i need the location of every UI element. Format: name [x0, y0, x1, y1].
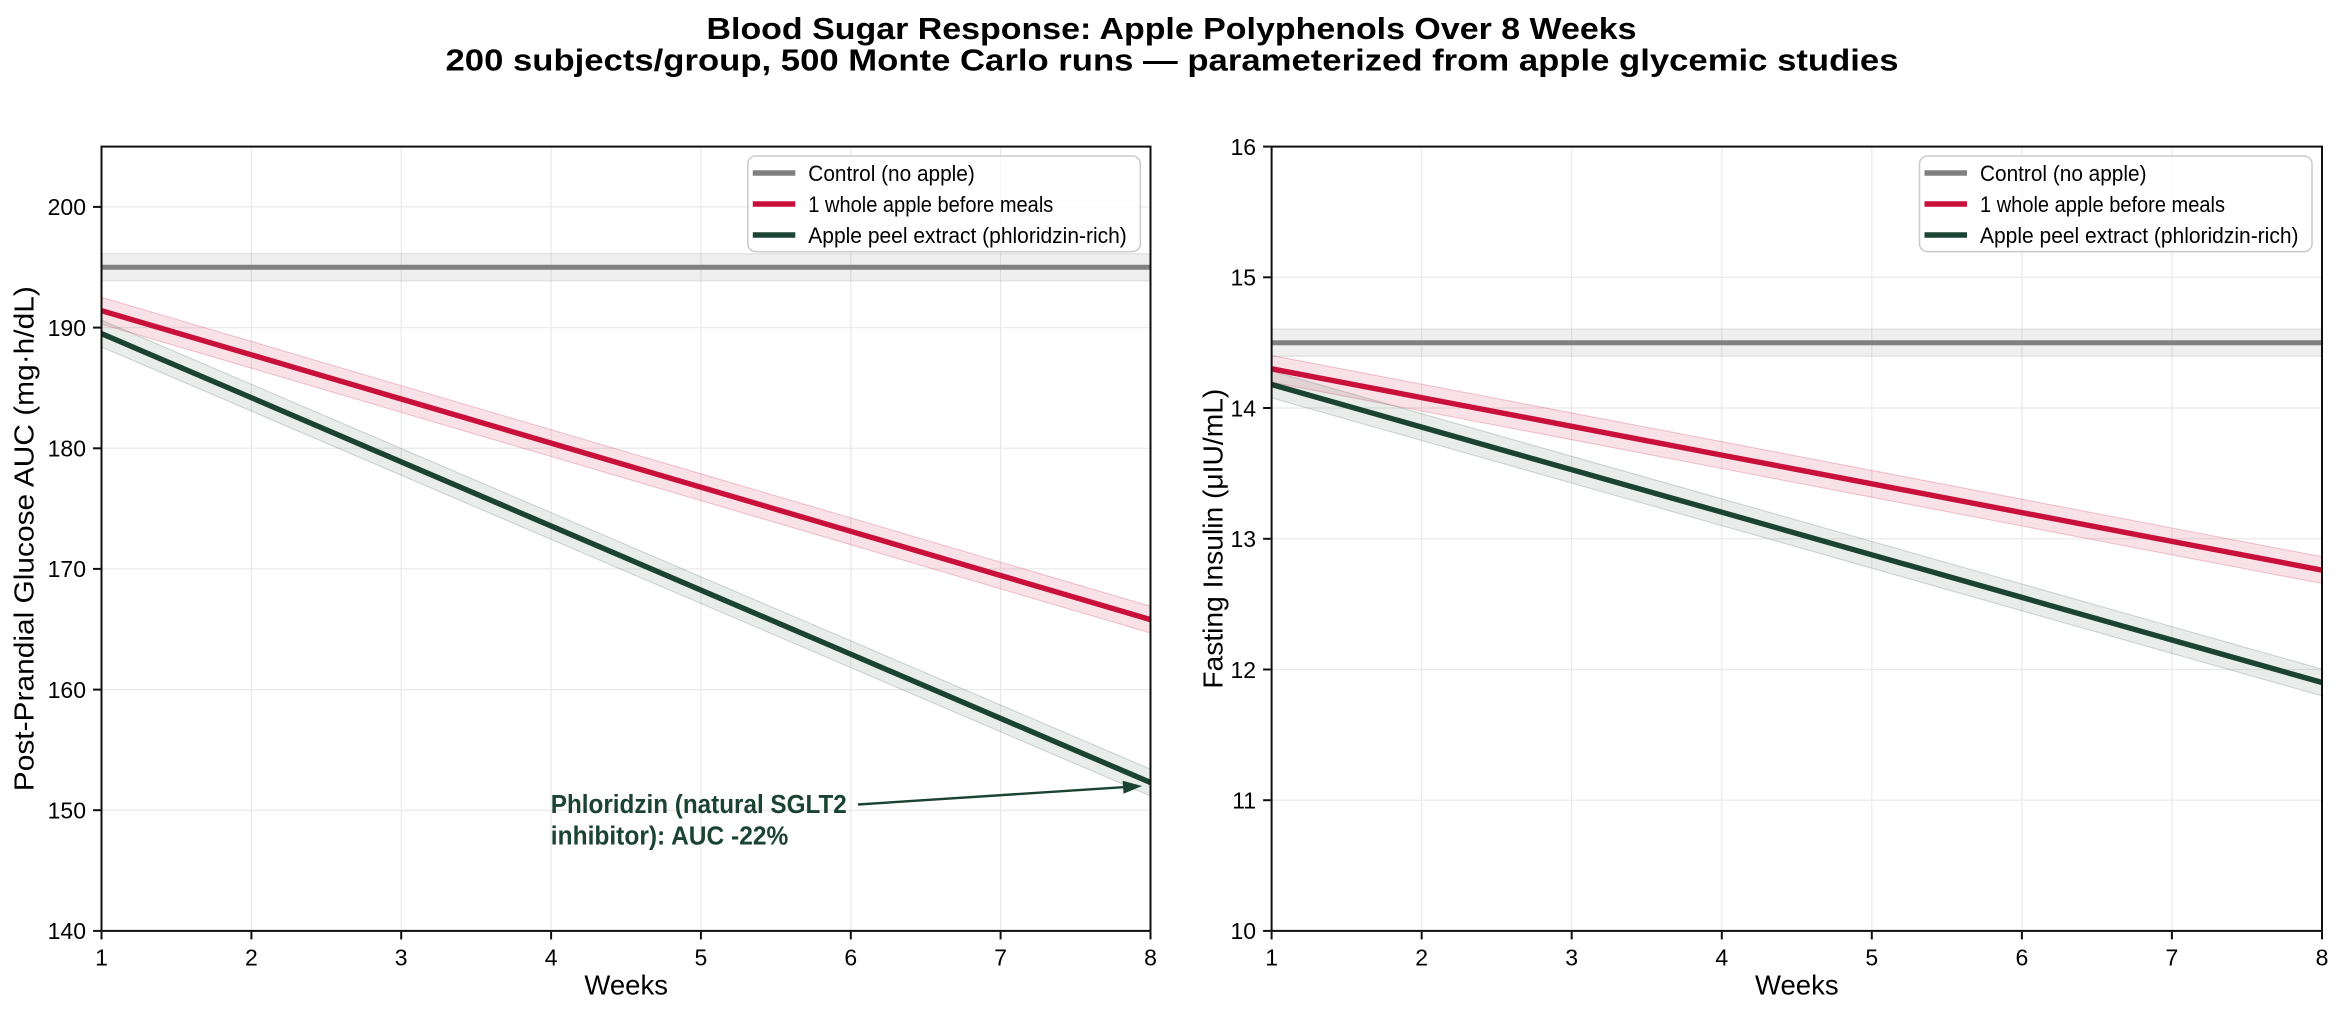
svg-text:7: 7 [2166, 944, 2179, 970]
svg-text:4: 4 [1715, 944, 1728, 970]
svg-text:200 subjects/group, 500 Monte: 200 subjects/group, 500 Monte Carlo runs… [446, 44, 1899, 78]
svg-text:inhibitor): AUC -22%: inhibitor): AUC -22% [551, 823, 789, 851]
svg-text:Apple peel extract (phloridzin: Apple peel extract (phloridzin-rich) [1980, 223, 2299, 248]
svg-text:8: 8 [1144, 944, 1157, 970]
svg-text:170: 170 [48, 556, 86, 582]
svg-text:5: 5 [695, 944, 708, 970]
svg-text:13: 13 [1231, 526, 1257, 552]
svg-text:200: 200 [48, 194, 86, 220]
svg-text:1: 1 [1265, 944, 1278, 970]
svg-text:6: 6 [2016, 944, 2029, 970]
svg-text:10: 10 [1231, 918, 1257, 944]
svg-text:180: 180 [48, 436, 86, 462]
svg-text:6: 6 [844, 944, 857, 970]
svg-text:Phloridzin (natural SGLT2: Phloridzin (natural SGLT2 [551, 791, 847, 819]
svg-text:Control (no apple): Control (no apple) [1980, 161, 2147, 186]
svg-text:Post-Prandial Glucose AUC (mg·: Post-Prandial Glucose AUC (mg·h/dL) [9, 286, 40, 791]
svg-text:14: 14 [1231, 395, 1257, 421]
svg-text:140: 140 [48, 918, 86, 944]
svg-text:190: 190 [48, 315, 86, 341]
svg-text:3: 3 [1565, 944, 1578, 970]
svg-text:Weeks: Weeks [584, 969, 668, 1000]
svg-text:11: 11 [1232, 788, 1256, 814]
svg-text:Fasting Insulin (μIU/mL): Fasting Insulin (μIU/mL) [1198, 389, 1229, 689]
svg-text:15: 15 [1231, 265, 1257, 291]
svg-text:Control (no apple): Control (no apple) [808, 161, 975, 186]
svg-text:1 whole apple before meals: 1 whole apple before meals [1980, 192, 2225, 217]
svg-text:2: 2 [245, 944, 258, 970]
svg-text:4: 4 [545, 944, 558, 970]
svg-text:7: 7 [994, 944, 1007, 970]
svg-text:150: 150 [48, 798, 86, 824]
svg-text:Blood Sugar Response: Apple Po: Blood Sugar Response: Apple Polyphenols … [707, 12, 1637, 46]
svg-text:160: 160 [48, 677, 86, 703]
svg-text:Apple peel extract (phloridzin: Apple peel extract (phloridzin-rich) [808, 223, 1127, 248]
svg-text:16: 16 [1231, 134, 1257, 160]
svg-text:5: 5 [1865, 944, 1878, 970]
svg-text:3: 3 [395, 944, 408, 970]
svg-text:1 whole apple before meals: 1 whole apple before meals [808, 192, 1053, 217]
svg-text:2: 2 [1415, 944, 1428, 970]
svg-text:Weeks: Weeks [1755, 969, 1839, 1000]
svg-text:12: 12 [1231, 657, 1257, 683]
svg-text:1: 1 [95, 944, 108, 970]
svg-text:8: 8 [2316, 944, 2329, 970]
